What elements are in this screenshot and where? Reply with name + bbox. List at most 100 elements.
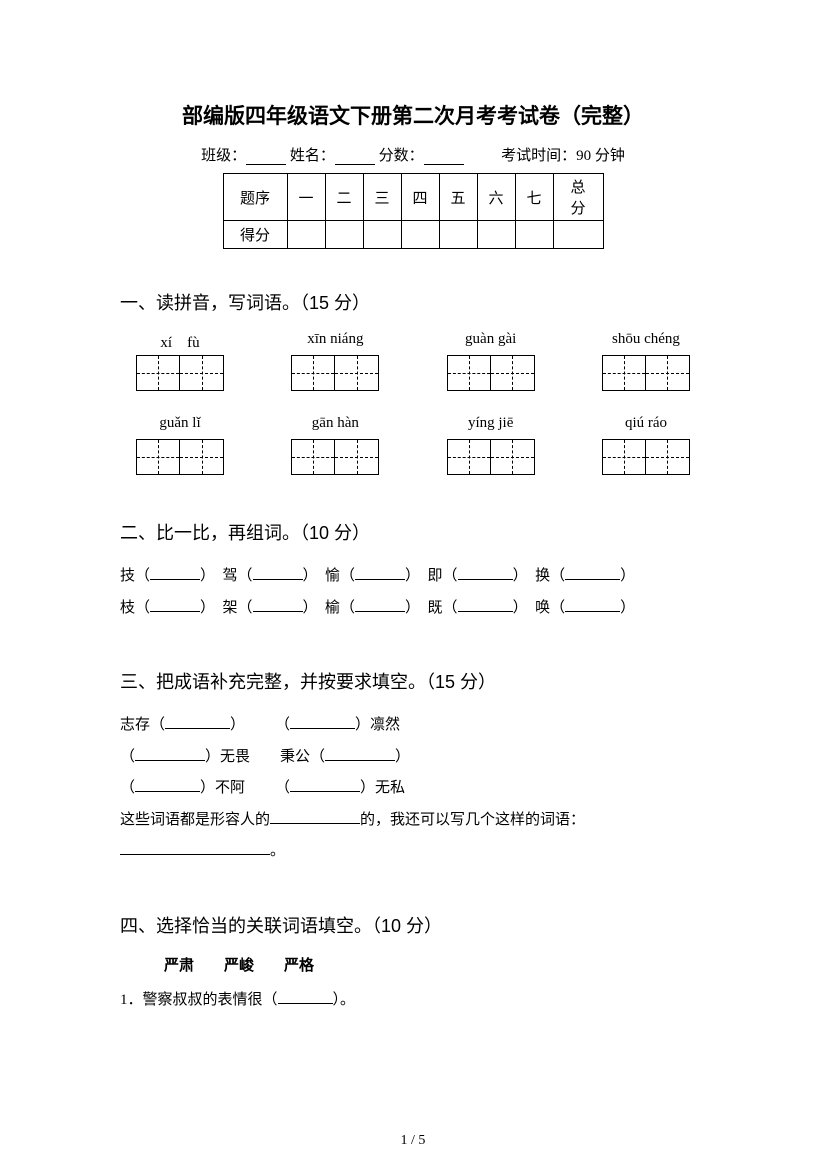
score-cell xyxy=(363,221,401,249)
section-1: 一、读拼音，写词语。（15 分） xí fù xīn niáng guàn gà… xyxy=(120,289,706,475)
row-header: 题序 xyxy=(223,174,287,221)
score-label: 分数： xyxy=(379,148,424,164)
pinyin-item: yíng jiē xyxy=(431,415,551,475)
blank xyxy=(325,747,395,761)
blank xyxy=(270,810,360,824)
text: ） xyxy=(230,717,245,733)
blank xyxy=(278,990,333,1004)
col-2: 二 xyxy=(325,174,363,221)
pinyin-item: shōu chéng xyxy=(586,331,706,391)
pinyin-text: shōu chéng xyxy=(586,331,706,349)
char-cell xyxy=(180,355,224,391)
pinyin-item: gān hàn xyxy=(275,415,395,475)
section-2-heading: 二、比一比，再组词。（10 分） xyxy=(120,519,706,545)
text: ） 驾（ xyxy=(200,568,253,584)
blank xyxy=(165,715,230,729)
text: （ xyxy=(120,780,135,796)
text: ）凛然 xyxy=(355,717,400,733)
char-cell xyxy=(447,439,491,475)
col-total: 总分 xyxy=(553,174,603,221)
pinyin-text: qiú ráo xyxy=(586,415,706,433)
blank xyxy=(290,715,355,729)
text: 秉公（ xyxy=(280,749,325,765)
pinyin-text: gān hàn xyxy=(275,415,395,433)
text: 技（ xyxy=(120,568,150,584)
compare-row-1: 技（ ） 驾（ ） 愉（ ） 即（ ） 换（ ） xyxy=(120,561,706,593)
score-cell xyxy=(401,221,439,249)
score-cell xyxy=(439,221,477,249)
col-1: 一 xyxy=(287,174,325,221)
pinyin-item: qiú ráo xyxy=(586,415,706,475)
text: ）无畏 xyxy=(205,749,250,765)
char-cell xyxy=(447,355,491,391)
blank xyxy=(253,598,303,612)
score-cell xyxy=(325,221,363,249)
blank xyxy=(458,566,513,580)
col-4: 四 xyxy=(401,174,439,221)
text: 。 xyxy=(270,843,285,859)
pinyin-row-2: guǎn lǐ gān hàn yíng jiē qiú ráo xyxy=(120,415,706,475)
pinyin-text: guǎn lǐ xyxy=(120,415,240,433)
score-cell xyxy=(287,221,325,249)
score-cell xyxy=(515,221,553,249)
score-cell xyxy=(477,221,515,249)
score-cell xyxy=(553,221,603,249)
time-label: 考试时间：90 分钟 xyxy=(501,148,625,164)
char-cell xyxy=(291,355,335,391)
name-blank xyxy=(335,150,375,165)
char-cell xyxy=(646,439,690,475)
idiom-line-5: 。 xyxy=(120,836,706,868)
section-1-heading: 一、读拼音，写词语。（15 分） xyxy=(120,289,706,315)
blank xyxy=(135,778,200,792)
text: ） 即（ xyxy=(405,568,458,584)
col-6: 六 xyxy=(477,174,515,221)
blank xyxy=(290,778,360,792)
blank xyxy=(150,566,200,580)
col-7: 七 xyxy=(515,174,553,221)
info-line: 班级： 姓名： 分数： 考试时间：90 分钟 xyxy=(120,144,706,165)
text: 这些词语都是形容人的 xyxy=(120,812,270,828)
text: ） 既（ xyxy=(405,600,458,616)
char-cell xyxy=(491,355,535,391)
blank xyxy=(120,841,270,855)
text: ）无私 xyxy=(360,780,405,796)
pinyin-text: xīn niáng xyxy=(275,331,395,349)
text: ） xyxy=(620,600,635,616)
blank xyxy=(253,566,303,580)
text: 枝（ xyxy=(120,600,150,616)
text: （ xyxy=(275,717,290,733)
section-4: 四、选择恰当的关联词语填空。（10 分） 严肃 严峻 严格 1．警察叔叔的表情很… xyxy=(120,912,706,1017)
text: ） xyxy=(620,568,635,584)
text: ） 唤（ xyxy=(513,600,566,616)
char-cell xyxy=(136,439,180,475)
blank xyxy=(355,566,405,580)
pinyin-item: xīn niáng xyxy=(275,331,395,391)
char-cell xyxy=(491,439,535,475)
pinyin-text: xí fù xyxy=(120,331,240,349)
pinyin-row-1: xí fù xīn niáng guàn gài shōu chéng xyxy=(120,331,706,391)
text: （ xyxy=(120,749,135,765)
col-3: 三 xyxy=(363,174,401,221)
section-2: 二、比一比，再组词。（10 分） 技（ ） 驾（ ） 愉（ ） 即（ ） 换（ ） 枝（ ）… xyxy=(120,519,706,624)
idiom-line-3: （）不阿（）无私 xyxy=(120,773,706,805)
class-label: 班级： xyxy=(201,148,246,164)
section-4-heading: 四、选择恰当的关联词语填空。（10 分） xyxy=(120,912,706,938)
pinyin-item: xí fù xyxy=(120,331,240,391)
idiom-line-4: 这些词语都是形容人的 的，我还可以写几个这样的词语： xyxy=(120,805,706,837)
blank xyxy=(355,598,405,612)
page-title: 部编版四年级语文下册第二次月考考试卷（完整） xyxy=(120,100,706,130)
class-blank xyxy=(246,150,286,165)
char-cell xyxy=(335,439,379,475)
text: ） 换（ xyxy=(513,568,566,584)
text: 1．警察叔叔的表情很（ xyxy=(120,992,278,1008)
text: 的，我还可以写几个这样的词语： xyxy=(360,812,585,828)
pinyin-item: guàn gài xyxy=(431,331,551,391)
score-blank xyxy=(424,150,464,165)
char-cell xyxy=(646,355,690,391)
char-cell xyxy=(335,355,379,391)
text: ） 榆（ xyxy=(303,600,356,616)
page-number: 1 / 5 xyxy=(0,1133,826,1149)
text: 志存（ xyxy=(120,717,165,733)
text: ） 愉（ xyxy=(303,568,356,584)
char-cell xyxy=(180,439,224,475)
